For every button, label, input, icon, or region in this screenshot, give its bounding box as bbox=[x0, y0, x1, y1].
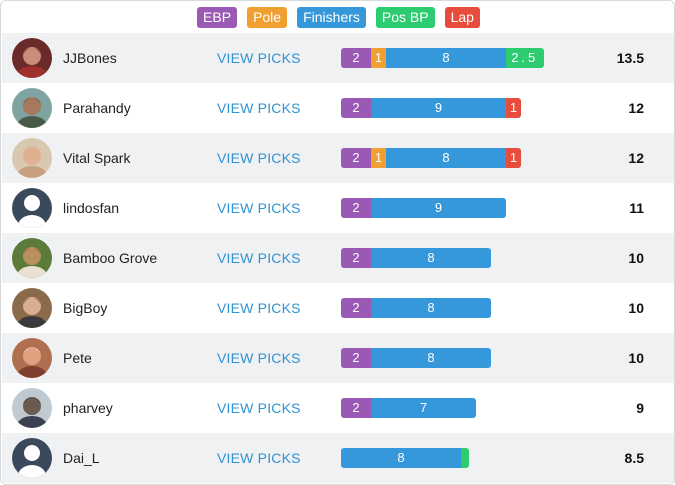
view-picks-link[interactable]: VIEW PICKS bbox=[217, 300, 301, 316]
total-score: 8.5 bbox=[624, 450, 644, 466]
score-segment-ebp: 2 bbox=[341, 98, 371, 118]
total-score: 10 bbox=[628, 350, 644, 366]
player-name: Parahandy bbox=[63, 100, 131, 116]
view-picks-link[interactable]: VIEW PICKS bbox=[217, 450, 301, 466]
view-picks-link[interactable]: VIEW PICKS bbox=[217, 100, 301, 116]
score-segment-lap: 1 bbox=[506, 98, 521, 118]
legend-ebp: EBP bbox=[197, 7, 238, 28]
score-segment-ebp: 2 bbox=[341, 348, 371, 368]
avatar bbox=[12, 338, 52, 378]
total-score: 12 bbox=[628, 100, 644, 116]
score-segment-lap: 1 bbox=[506, 148, 521, 168]
score-segment-pole: 1 bbox=[371, 48, 386, 68]
score-segment-ebp: 2 bbox=[341, 298, 371, 318]
avatar bbox=[12, 38, 52, 78]
legend-pole: Pole bbox=[247, 7, 288, 28]
player-name: Bamboo Grove bbox=[63, 250, 158, 266]
score-segment-finishers: 9 bbox=[371, 198, 506, 218]
avatar bbox=[12, 88, 52, 128]
player-name: Pete bbox=[63, 350, 92, 366]
player-row: BigBoy VIEW PICKS 2 8 10 bbox=[2, 283, 674, 333]
score-segment-finishers: 9 bbox=[371, 98, 506, 118]
score-segment-finishers: 8 bbox=[386, 48, 506, 68]
default-avatar-icon bbox=[12, 438, 52, 478]
score-bar: 8 bbox=[341, 448, 469, 468]
player-list: JJBones VIEW PICKS 2 1 8 2.5 13.5 Parahandy VIEW… bbox=[2, 33, 674, 483]
view-picks-link[interactable]: VIEW PICKS bbox=[217, 150, 301, 166]
player-name: JJBones bbox=[63, 50, 117, 66]
player-name: Dai_L bbox=[63, 450, 100, 466]
player-name: BigBoy bbox=[63, 300, 108, 316]
total-score: 12 bbox=[628, 150, 644, 166]
score-segment-posbp: 2.5 bbox=[506, 48, 544, 68]
score-segment-posbp bbox=[461, 448, 469, 468]
score-segment-finishers: 8 bbox=[371, 298, 491, 318]
view-picks-link[interactable]: VIEW PICKS bbox=[217, 250, 301, 266]
total-score: 13.5 bbox=[616, 50, 644, 66]
legend-lap: Lap bbox=[444, 7, 480, 28]
player-row: Bamboo Grove VIEW PICKS 2 8 10 bbox=[2, 233, 674, 283]
legend-finishers: Finishers bbox=[297, 7, 366, 28]
total-score: 11 bbox=[629, 200, 644, 216]
avatar bbox=[12, 138, 52, 178]
total-score: 10 bbox=[628, 250, 644, 266]
legend: EBP Pole Finishers Pos BP Lap bbox=[1, 7, 674, 29]
player-name: Vital Spark bbox=[63, 150, 131, 166]
avatar bbox=[12, 238, 52, 278]
player-row: Parahandy VIEW PICKS 2 9 1 12 bbox=[2, 83, 674, 133]
score-bar: 2 1 8 2.5 bbox=[341, 48, 544, 68]
avatar bbox=[12, 388, 52, 428]
player-row: Dai_L VIEW PICKS 8 8.5 bbox=[2, 433, 674, 483]
avatar bbox=[12, 288, 52, 328]
view-picks-link[interactable]: VIEW PICKS bbox=[217, 350, 301, 366]
player-name: lindosfan bbox=[63, 200, 120, 216]
score-segment-finishers: 7 bbox=[371, 398, 476, 418]
total-score: 10 bbox=[628, 300, 644, 316]
view-picks-link[interactable]: VIEW PICKS bbox=[217, 200, 301, 216]
total-score: 9 bbox=[636, 400, 644, 416]
view-picks-link[interactable]: VIEW PICKS bbox=[217, 50, 301, 66]
score-segment-finishers: 8 bbox=[371, 348, 491, 368]
player-row: lindosfan VIEW PICKS 2 9 11 bbox=[2, 183, 674, 233]
legend-posbp: Pos BP bbox=[375, 7, 435, 28]
player-row: Pete VIEW PICKS 2 8 10 bbox=[2, 333, 674, 383]
default-avatar-icon bbox=[12, 188, 52, 228]
score-segment-ebp: 2 bbox=[341, 248, 371, 268]
score-segment-ebp: 2 bbox=[341, 148, 371, 168]
score-segment-ebp: 2 bbox=[341, 398, 371, 418]
score-segment-finishers: 8 bbox=[386, 148, 506, 168]
score-segment-ebp: 2 bbox=[341, 198, 371, 218]
player-row: JJBones VIEW PICKS 2 1 8 2.5 13.5 bbox=[2, 33, 674, 83]
score-segment-finishers: 8 bbox=[341, 448, 461, 468]
score-segment-pole: 1 bbox=[371, 148, 386, 168]
score-segment-finishers: 8 bbox=[371, 248, 491, 268]
player-row: pharvey VIEW PICKS 2 7 9 bbox=[2, 383, 674, 433]
player-row: Vital Spark VIEW PICKS 2 1 8 1 12 bbox=[2, 133, 674, 183]
score-segment-ebp: 2 bbox=[341, 48, 371, 68]
player-name: pharvey bbox=[63, 400, 113, 416]
view-picks-link[interactable]: VIEW PICKS bbox=[217, 400, 301, 416]
